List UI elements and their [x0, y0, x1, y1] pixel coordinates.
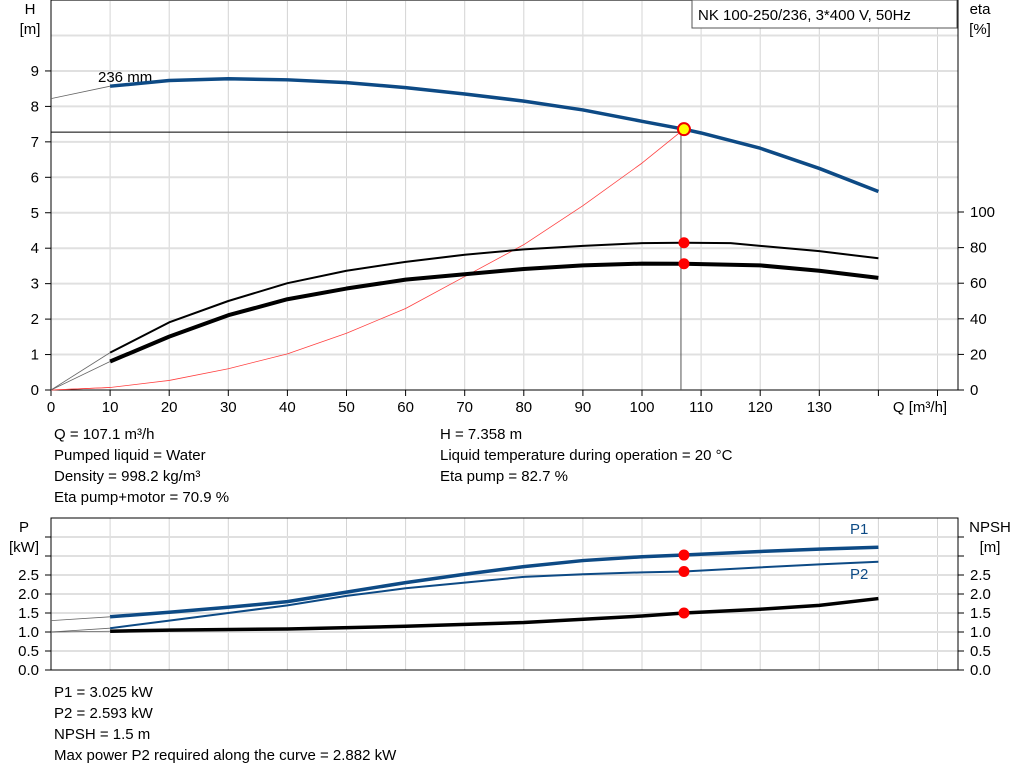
x-tick-label: 130: [807, 399, 832, 416]
npsh-tick-label: 1.0: [970, 624, 991, 641]
chart-title: NK 100-250/236, 3*400 V, 50Hz: [698, 7, 911, 24]
y-tick-label: 6: [31, 169, 39, 186]
eta-total-point: [678, 258, 690, 270]
y2-tick-label: 60: [970, 275, 987, 292]
info-p2: P2 = 2.593 kW: [54, 705, 153, 722]
y-axis-unit: [m]: [20, 21, 41, 38]
info-q: Q = 107.1 m³/h: [54, 426, 155, 443]
x-tick-label: 60: [397, 399, 414, 416]
x-tick-label: 80: [515, 399, 532, 416]
x-tick-label: 0: [47, 399, 55, 416]
npsh-tick-label: 2.5: [970, 567, 991, 584]
x-tick-label: 50: [338, 399, 355, 416]
y2-tick-label: 40: [970, 311, 987, 328]
duty-point: [676, 122, 691, 137]
y2-tick-label: 0: [970, 382, 978, 399]
y2-tick-label: 80: [970, 240, 987, 257]
npsh-tick-label: 1.5: [970, 605, 991, 622]
eta-total-curve: [109, 261, 879, 364]
p2-label: P2: [850, 566, 868, 583]
npsh-tick-label: 2.0: [970, 586, 991, 603]
y-tick-label: 9: [31, 63, 39, 80]
info-eta-total: Eta pump+motor = 70.9 %: [54, 489, 230, 506]
title-box: [691, 0, 958, 29]
npsh-point: [678, 607, 690, 619]
npsh-curve: [110, 596, 879, 633]
info-max-p2: Max power P2 required along the curve = …: [54, 747, 397, 764]
y2-tick-label: 100: [970, 204, 995, 221]
x-tick-label: 20: [161, 399, 178, 416]
y-tick-label: 8: [31, 98, 39, 115]
x-tick-label: 70: [456, 399, 473, 416]
p-tick-label: 0.0: [18, 662, 39, 679]
info-npsh: NPSH = 1.5 m: [54, 726, 151, 743]
npsh-axis-label: NPSH: [969, 519, 1011, 536]
y2-axis-label: eta: [970, 1, 992, 18]
eta-total-curve-extension: [50, 361, 111, 391]
y-tick-label: 0: [31, 382, 39, 399]
y-tick-label: 7: [31, 134, 39, 151]
p2-curve: [109, 560, 879, 630]
info-liquid: Pumped liquid = Water: [54, 447, 206, 464]
npsh-axis-unit: [m]: [980, 539, 1001, 556]
x-tick-label: 10: [102, 399, 119, 416]
x-tick-label: 120: [748, 399, 773, 416]
p1-curve-extension: [50, 616, 111, 621]
y2-axis-unit: [%]: [969, 21, 991, 38]
info-density: Density = 998.2 kg/m³: [54, 468, 201, 485]
x-tick-label: 40: [279, 399, 296, 416]
p-tick-label: 2.5: [18, 567, 39, 584]
y-tick-label: 5: [31, 205, 39, 222]
x-axis-label: Q [m³/h]: [893, 399, 947, 416]
p-tick-label: 1.5: [18, 605, 39, 622]
info-temp: Liquid temperature during operation = 20…: [440, 447, 733, 464]
p1-point: [678, 549, 690, 561]
y-tick-label: 3: [31, 276, 39, 293]
x-tick-label: 100: [629, 399, 654, 416]
plot-frame: [50, 0, 959, 391]
system-curve: [50, 128, 685, 391]
p-axis-label: P: [19, 519, 29, 536]
eta-pump-curve-extension: [50, 352, 111, 391]
y-axis-label: H: [25, 1, 36, 18]
p-tick-label: 0.5: [18, 643, 39, 660]
eta-pump-curve: [109, 241, 879, 354]
y2-tick-label: 20: [970, 346, 987, 363]
npsh-tick-label: 0.5: [970, 643, 991, 660]
x-tick-label: 30: [220, 399, 237, 416]
eta-pump-point: [678, 237, 690, 249]
npsh-curve-extension: [50, 630, 111, 633]
info-p1: P1 = 3.025 kW: [54, 684, 153, 701]
y-tick-label: 1: [31, 347, 39, 364]
p-tick-label: 1.0: [18, 624, 39, 641]
head-curve: [109, 76, 880, 194]
p-axis-unit: [kW]: [9, 539, 39, 556]
info-h: H = 7.358 m: [440, 426, 523, 443]
p2-point: [678, 565, 690, 577]
p1-curve: [109, 545, 879, 619]
y-tick-label: 4: [31, 240, 39, 257]
x-tick-label: 90: [575, 399, 592, 416]
npsh-tick-label: 0.0: [970, 662, 991, 679]
head-curve-extension: [50, 85, 111, 99]
y-tick-label: 2: [31, 311, 39, 328]
p1-label: P1: [850, 521, 868, 538]
x-tick-label: 110: [689, 399, 713, 416]
p2-curve-extension: [50, 627, 111, 633]
p-tick-label: 2.0: [18, 586, 39, 603]
info-eta-pump: Eta pump = 82.7 %: [440, 468, 568, 485]
